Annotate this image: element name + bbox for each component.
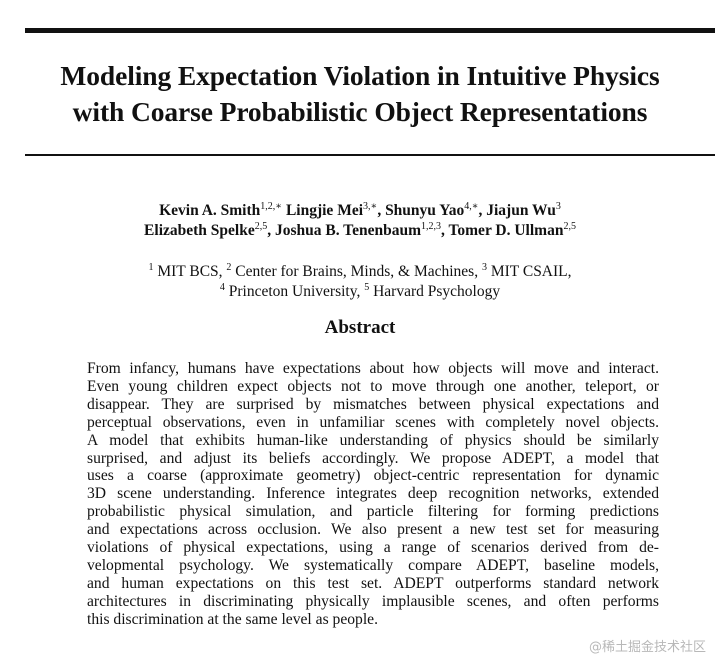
affiliation-name: Princeton University	[228, 283, 357, 300]
abstract-line: disappear. They are surprised by mismatc…	[87, 395, 659, 413]
abstract-line: surprised, and adjust its beliefs accord…	[87, 449, 659, 467]
watermark: @稀土掘金技术社区	[588, 640, 706, 655]
abstract-line: probabilistic physical simulation, and p…	[87, 503, 659, 521]
affiliation-list: 1 MIT BCS, 2 Center for Brains, Minds, &…	[0, 262, 720, 302]
author-affiliation-marker: 3	[555, 201, 561, 212]
author-name: Shunyu Yao	[385, 202, 465, 219]
abstract-line: architectures in discriminating physical…	[87, 592, 659, 610]
abstract-line: and human expectations on this test set.…	[87, 574, 659, 592]
affiliation-name: Center for Brains, Minds, & Machines	[235, 263, 475, 280]
abstract-line: 3D scene understanding. Inference integr…	[87, 485, 659, 503]
author-affiliation-marker: 2,5	[563, 221, 576, 232]
abstract-body: From infancy, humans have expectations a…	[87, 360, 659, 629]
affiliation-name: MIT BCS	[157, 263, 219, 280]
author-affiliation-marker: 2,5	[254, 221, 268, 232]
affiliation-marker: 3	[481, 262, 487, 273]
title-bottom-rule	[25, 154, 715, 156]
paper-title: Modeling Expectation Violation in Intuit…	[0, 58, 720, 130]
affiliation-marker: 5	[364, 282, 370, 293]
abstract-line: perceptual observations, even in unfamil…	[87, 413, 659, 431]
author-name: Elizabeth Spelke	[144, 222, 255, 239]
author-affiliation-marker: 4,∗	[464, 201, 479, 212]
author-name: Jiajun Wu	[486, 202, 556, 219]
author-name: Lingjie Mei	[285, 202, 364, 219]
title-line-2: with Coarse Probabilistic Object Represe…	[72, 96, 648, 127]
abstract-heading: Abstract	[324, 317, 396, 338]
title-line-1: Modeling Expectation Violation in Intuit…	[60, 60, 660, 91]
author-name: Tomer D. Ullman	[448, 222, 564, 239]
affiliation-line-2: 4 Princeton University, 5 Harvard Psycho…	[219, 282, 501, 301]
author-affiliation-marker: 3,∗	[363, 201, 378, 212]
affiliation-marker: 1	[148, 262, 154, 273]
affiliation-marker: 4	[219, 282, 225, 293]
author-name: Kevin A. Smith	[159, 202, 261, 219]
abstract-line: Even young children expect objects not t…	[87, 377, 659, 395]
abstract-line: violations of physical expectations, usi…	[87, 539, 659, 557]
top-rule	[25, 28, 715, 33]
author-list: Kevin A. Smith1,2,∗ Lingjie Mei3,∗, Shun…	[0, 201, 720, 241]
author-line-2: Elizabeth Spelke2,5, Joshua B. Tenenbaum…	[144, 221, 576, 240]
abstract-line: uses a coarse (approximate geometry) obj…	[87, 467, 659, 485]
author-affiliation-marker: 1,2,∗	[260, 201, 283, 212]
affiliation-name: MIT CSAIL	[490, 263, 568, 280]
abstract-line: From infancy, humans have expectations a…	[87, 360, 659, 377]
author-line-1: Kevin A. Smith1,2,∗ Lingjie Mei3,∗, Shun…	[159, 201, 561, 220]
author-name: Joshua B. Tenenbaum	[274, 222, 421, 239]
affiliation-marker: 2	[226, 262, 232, 273]
abstract-line: and expectations across occlusion. We al…	[87, 521, 659, 539]
affiliation-name: Harvard Psychology	[373, 283, 501, 300]
abstract-line: this discrimination at the same level as…	[87, 610, 379, 628]
abstract-line: A model that exhibits human-like underst…	[87, 431, 659, 449]
affiliation-line-1: 1 MIT BCS, 2 Center for Brains, Minds, &…	[148, 262, 572, 281]
author-affiliation-marker: 1,2,3	[421, 221, 441, 232]
abstract-line: velopmental psychology. We systematicall…	[87, 556, 659, 574]
